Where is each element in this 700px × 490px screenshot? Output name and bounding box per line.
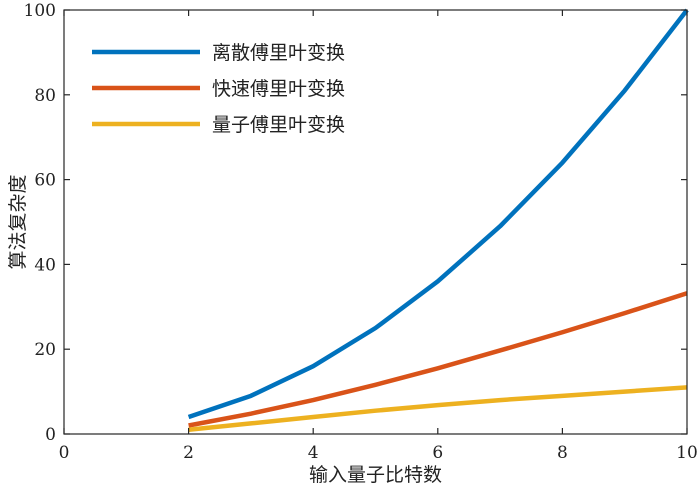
y-tick-label: 20 — [34, 340, 56, 360]
y-tick-label: 100 — [24, 1, 56, 21]
x-tick-label: 4 — [308, 443, 319, 463]
series-line-2 — [188, 291, 688, 428]
x-tick-label: 2 — [183, 443, 194, 463]
y-tick-label: 0 — [45, 425, 56, 445]
x-tick-label: 10 — [676, 443, 698, 463]
series-layer — [187, 8, 689, 432]
legend-label-1: 离散傅里叶变换 — [212, 42, 345, 64]
y-tick-label: 60 — [34, 171, 56, 191]
plot-frame — [63, 9, 688, 435]
x-tick-label: 6 — [432, 443, 443, 463]
legend-label-3: 量子傅里叶变换 — [212, 114, 345, 136]
y-tick-label: 80 — [34, 86, 56, 106]
x-tick-label: 0 — [59, 443, 70, 463]
series-line-1 — [187, 8, 689, 420]
x-axis-label: 输入量子比特数 — [309, 464, 442, 486]
y-tick-label: 40 — [34, 255, 56, 275]
legend-label-2: 快速傅里叶变换 — [212, 78, 345, 100]
y-axis-label: 算法复杂度 — [7, 174, 29, 269]
x-tick-label: 8 — [557, 443, 568, 463]
series-line-3 — [188, 385, 688, 432]
